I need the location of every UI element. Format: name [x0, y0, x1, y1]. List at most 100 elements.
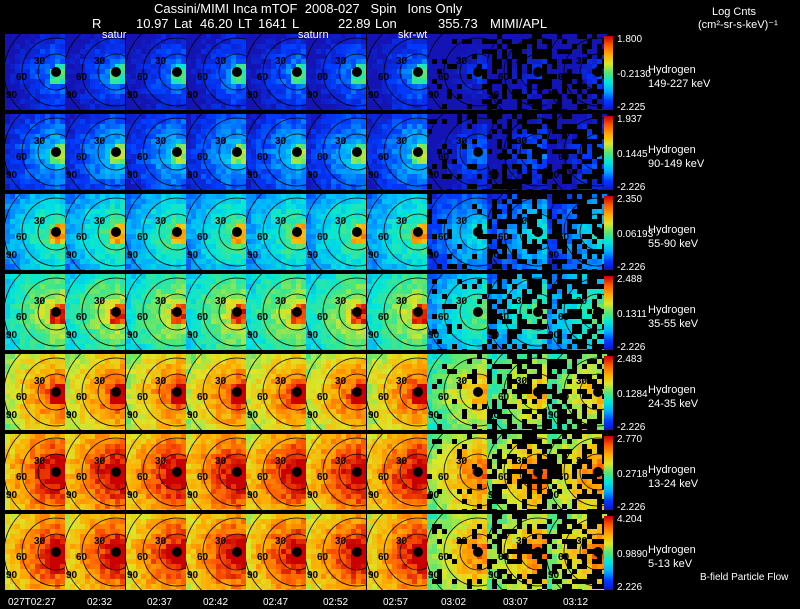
units-line2: (cm²-sr-s-keV)⁻¹ — [698, 19, 778, 31]
contour-label: 60 — [16, 232, 28, 243]
contour-label: 90 — [428, 90, 440, 101]
contour-label: 30 — [396, 376, 408, 387]
contour-label: 60 — [498, 312, 510, 323]
time-label: 02:37 — [147, 597, 173, 608]
contour-label: 60 — [76, 392, 88, 403]
contour-label: 60 — [558, 152, 570, 163]
contour-label: 90 — [548, 330, 560, 341]
contour-label: 60 — [498, 232, 510, 243]
contour-label: 30 — [576, 216, 588, 227]
contour-label: 30 — [335, 296, 347, 307]
contour-label: 90 — [6, 490, 18, 501]
row-energy-label: 55-90 keV — [648, 238, 699, 250]
contour-label: 30 — [215, 56, 227, 67]
contour-label: 60 — [16, 552, 28, 563]
contour-label: 60 — [498, 152, 510, 163]
spectrogram-tile: 30 60 90 — [547, 434, 607, 510]
contour-label: 90 — [548, 170, 560, 181]
contour-label: 60 — [197, 392, 209, 403]
overlay-label-2: saturn — [298, 29, 329, 41]
lat-label: Lat — [174, 16, 193, 31]
contour-label: 30 — [155, 216, 167, 227]
colorbar — [604, 196, 613, 270]
contour-label: 30 — [34, 536, 46, 547]
row-species-label: Hydrogen — [648, 304, 696, 316]
colorbar-mid: -0.2130 — [617, 69, 651, 80]
colorbar-max: 2.350 — [617, 194, 643, 205]
time-label: 03:07 — [503, 597, 529, 608]
colorbar-max: 2.483 — [617, 354, 643, 365]
credit-label: MIMI/APL — [490, 16, 548, 31]
spectrogram-tile: 30 60 90 — [367, 114, 427, 190]
spectrogram-tile: 30 60 90 — [487, 354, 547, 430]
contour-label: 90 — [247, 90, 259, 101]
time-label: 03:12 — [563, 597, 589, 608]
contour-label: 30 — [576, 536, 588, 547]
colorbar-max: 1.937 — [617, 114, 643, 125]
lt-label: LT — [238, 16, 253, 31]
contour-label: 60 — [317, 392, 329, 403]
contour-label: 90 — [548, 90, 560, 101]
colorbar-min: -2.226 — [617, 422, 646, 433]
contour-label: 60 — [317, 552, 329, 563]
contour-label: 60 — [197, 472, 209, 483]
contour-label: 30 — [335, 376, 347, 387]
contour-label: 30 — [396, 296, 408, 307]
contour-label: 90 — [127, 410, 139, 421]
contour-label: 90 — [187, 90, 199, 101]
contour-label: 30 — [34, 296, 46, 307]
contour-label: 90 — [488, 570, 500, 581]
spectrogram-tile: 30 60 90 — [547, 114, 607, 190]
contour-label: 90 — [247, 410, 259, 421]
contour-label: 60 — [76, 232, 88, 243]
contour-label: 60 — [498, 392, 510, 403]
contour-label: 30 — [396, 456, 408, 467]
contour-label: 60 — [16, 312, 28, 323]
time-label: 027T02:27 — [8, 597, 56, 608]
contour-label: 90 — [6, 170, 18, 181]
spectrogram-tile: 30 60 90 — [427, 274, 487, 350]
row-energy-label: 24-35 keV — [648, 398, 699, 410]
contour-label: 30 — [456, 536, 468, 547]
contour-label: 60 — [558, 552, 570, 563]
spectrogram-tile: 30 60 90 — [126, 514, 186, 590]
row-energy-label: 13-24 keV — [648, 478, 699, 490]
contour-label: 60 — [558, 232, 570, 243]
spectrogram-tile: 30 60 90 — [186, 194, 246, 270]
contour-label: 60 — [76, 312, 88, 323]
contour-label: 90 — [428, 570, 440, 581]
contour-label: 90 — [548, 570, 560, 581]
r-label: R — [92, 16, 102, 31]
spectrogram-tile: 30 60 90 — [427, 194, 487, 270]
contour-label: 90 — [307, 410, 319, 421]
contour-label: 30 — [456, 456, 468, 467]
contour-label: 90 — [66, 90, 78, 101]
colorbar-max: 1.800 — [617, 34, 643, 45]
contour-label: 90 — [428, 170, 440, 181]
contour-label: 30 — [275, 56, 287, 67]
spectrogram-tile: 30 60 90 — [487, 514, 547, 590]
row-species-label: Hydrogen — [648, 144, 696, 156]
contour-label: 60 — [438, 472, 450, 483]
colorbar-min: -2.226 — [617, 182, 646, 193]
colorbar-mid: 0.1445 — [617, 149, 648, 160]
contour-label: 30 — [456, 216, 468, 227]
contour-label: 60 — [137, 152, 149, 163]
contour-label: 30 — [516, 56, 528, 67]
spectrogram-tile: 30 60 90 — [547, 514, 607, 590]
spectrogram-tile: 30 60 90 — [367, 34, 427, 110]
spectrogram-tile: 30 60 90 — [427, 434, 487, 510]
colorbar-min: -2.226 — [617, 262, 646, 273]
spectrogram-tile: 30 60 90 — [487, 434, 547, 510]
contour-label: 90 — [187, 170, 199, 181]
contour-label: 60 — [76, 152, 88, 163]
contour-label: 30 — [335, 136, 347, 147]
time-label: 02:47 — [263, 597, 289, 608]
contour-label: 30 — [335, 56, 347, 67]
contour-label: 30 — [155, 136, 167, 147]
spectrogram-tile: 30 60 90 — [306, 434, 366, 510]
contour-label: 30 — [155, 296, 167, 307]
contour-label: 60 — [257, 72, 269, 83]
contour-label: 90 — [548, 250, 560, 261]
contour-label: 60 — [558, 72, 570, 83]
